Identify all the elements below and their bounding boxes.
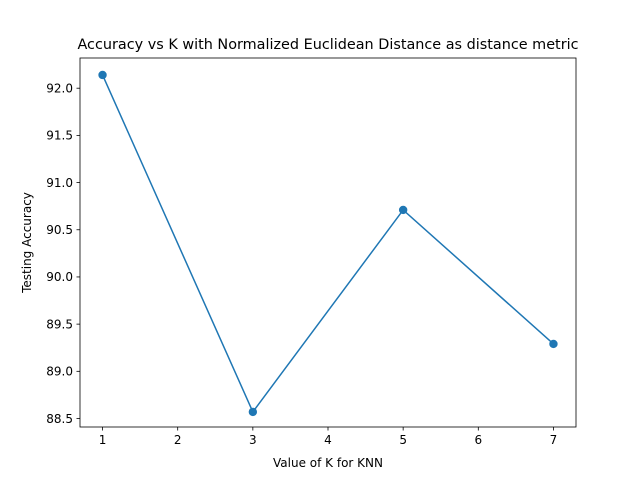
data-point xyxy=(549,339,558,349)
x-axis: 1 2 3 4 5 6 7 xyxy=(99,427,558,447)
y-tick-label: 91.0 xyxy=(46,176,73,190)
y-tick-label: 92.0 xyxy=(46,81,73,95)
y-tick-label: 89.0 xyxy=(46,365,73,379)
x-tick-label: 7 xyxy=(550,433,558,447)
x-tick-label: 1 xyxy=(99,433,107,447)
x-tick-label: 5 xyxy=(399,433,407,447)
y-tick-label: 89.5 xyxy=(46,317,73,331)
x-axis-label: Value of K for KNN xyxy=(273,456,383,470)
data-point xyxy=(398,205,408,215)
x-tick-label: 2 xyxy=(174,433,182,447)
y-tick-label: 90.0 xyxy=(46,270,73,284)
y-tick-label: 90.5 xyxy=(46,223,73,237)
data-point xyxy=(248,407,258,417)
chart-title: Accuracy vs K with Normalized Euclidean … xyxy=(77,37,578,53)
series-line xyxy=(101,74,554,414)
x-tick-label: 3 xyxy=(249,433,257,447)
x-tick-label: 6 xyxy=(474,433,482,447)
y-axis: 88.5 89.0 89.5 90.0 90.5 91.0 91.5 92.0 xyxy=(46,81,80,426)
y-tick-label: 91.5 xyxy=(46,129,73,143)
y-tick-label: 88.5 xyxy=(46,412,73,426)
x-tick-label: 4 xyxy=(324,433,332,447)
series-layer xyxy=(98,70,558,417)
y-axis-label: Testing Accuracy xyxy=(20,192,34,294)
plot-frame xyxy=(79,57,577,428)
plot-area xyxy=(79,57,577,428)
data-point xyxy=(98,70,107,80)
